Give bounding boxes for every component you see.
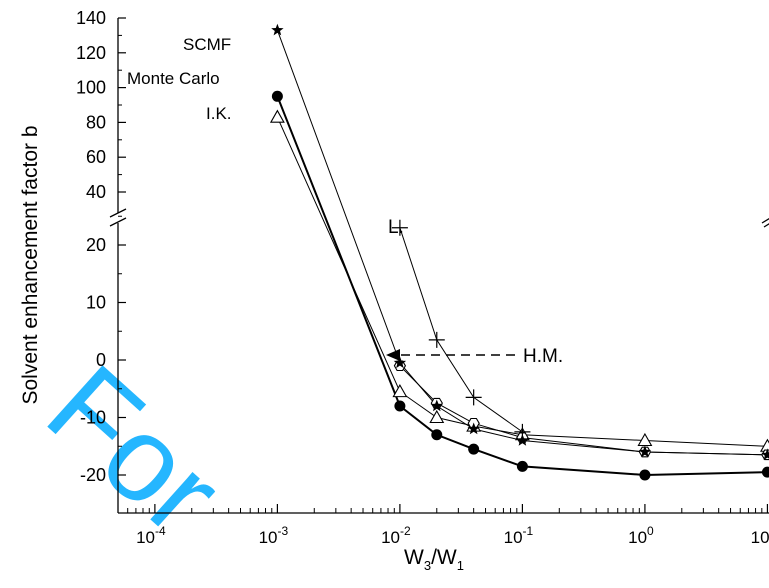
y-tick-label: 0 (96, 350, 106, 370)
point-scmf (516, 434, 529, 446)
annotation-ik: I.K. (206, 104, 232, 123)
y-tick-label: 20 (86, 235, 106, 255)
x-ticks: 10-410-310-210-1100101 (117, 504, 769, 547)
point-monte-carlo (394, 400, 406, 412)
x-tick-base: 10 (136, 528, 155, 547)
series-line-l- (399, 227, 523, 433)
point-monte-carlo (639, 469, 651, 481)
annotation-scmf: SCMF (183, 35, 231, 54)
point-monte-carlo (271, 90, 283, 102)
x-axis-label-main: W (404, 546, 424, 569)
right-break-mark-2 (763, 223, 769, 228)
point-monte-carlo (516, 460, 528, 472)
watermark-text: For (23, 340, 246, 560)
point-scmf (430, 399, 443, 412)
series-line-i-k- (276, 116, 768, 447)
y-tick-label: 40 (86, 182, 106, 202)
x-tick-label: 101 (751, 524, 769, 547)
axis-break-mark-1 (109, 208, 127, 218)
x-tick-base: 10 (381, 528, 400, 547)
x-tick-label: 10-2 (381, 524, 411, 547)
y-axis-label: Solvent enhancement factor b (19, 125, 42, 404)
series-line-scmf (276, 30, 768, 456)
point-monte-carlo (761, 466, 769, 478)
x-tick-label: 10-4 (136, 524, 166, 547)
y-tick-label: 120 (76, 43, 106, 63)
x-axis-label: W3/W1 (404, 546, 464, 573)
x-tick-base: 10 (751, 528, 769, 547)
point-ik (429, 409, 445, 424)
y-tick-label: 10 (86, 293, 106, 313)
point-monte-carlo (468, 443, 480, 455)
point-scmf (761, 448, 769, 461)
x-axis-label-sub2: 1 (457, 558, 464, 573)
x-axis-label-sub1: 3 (424, 558, 431, 573)
point-monte-carlo (431, 429, 443, 441)
y-tick-label: 60 (86, 147, 106, 167)
x-tick-label: 10-3 (259, 524, 289, 547)
point-scmf (638, 445, 652, 458)
axes (109, 18, 769, 514)
y-tick-label: 100 (76, 78, 106, 98)
y-tick-label: -10 (80, 408, 106, 428)
point-ik (392, 384, 408, 398)
x-tick-base: 10 (259, 528, 278, 547)
x-tick-exponent: 0 (647, 524, 654, 538)
annotation-hm: H.M. (523, 346, 563, 367)
point-scmf (467, 422, 480, 435)
point-scmf (271, 23, 284, 36)
x-tick-label: 100 (628, 524, 654, 547)
series-line-open-hexagon (399, 365, 768, 456)
annotation-l: L. (388, 217, 404, 238)
point-ik (637, 432, 653, 447)
x-tick-exponent: -3 (278, 524, 289, 538)
x-tick-label: 10-1 (504, 524, 534, 547)
y-tick-label: 140 (76, 8, 106, 28)
right-break-mark-1 (761, 218, 769, 224)
annotation-monte-carlo: Monte Carlo (127, 69, 220, 88)
y-tick-label: -20 (80, 465, 106, 485)
hm-arrow (386, 349, 515, 361)
point-ik (269, 109, 285, 123)
x-tick-exponent: -4 (155, 524, 166, 538)
x-tick-exponent: -2 (400, 524, 411, 538)
x-axis-label-sep: /W (431, 546, 457, 569)
point-scmf (393, 356, 407, 369)
series-line-monte-carlo (276, 95, 768, 477)
y-ticks: -20 -10 0 10 20 40 60 80 100 120 140 (76, 8, 126, 485)
x-tick-base: 10 (628, 528, 647, 547)
x-tick-base: 10 (504, 528, 523, 547)
axis-break-mark-2 (109, 217, 127, 227)
y-tick-label: 80 (86, 112, 106, 132)
x-tick-exponent: -1 (523, 524, 534, 538)
series-lines (276, 30, 768, 477)
hm-arrow-head (386, 349, 400, 361)
series-markers (269, 23, 769, 481)
